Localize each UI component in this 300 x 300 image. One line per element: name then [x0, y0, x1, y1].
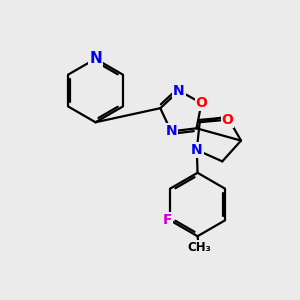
Text: O: O — [221, 113, 233, 127]
Text: N: N — [89, 51, 102, 66]
Text: F: F — [162, 213, 172, 227]
Text: N: N — [191, 143, 202, 157]
Text: N: N — [173, 84, 185, 98]
Text: O: O — [196, 96, 207, 110]
Text: CH₃: CH₃ — [188, 241, 212, 254]
Text: N: N — [165, 124, 177, 138]
